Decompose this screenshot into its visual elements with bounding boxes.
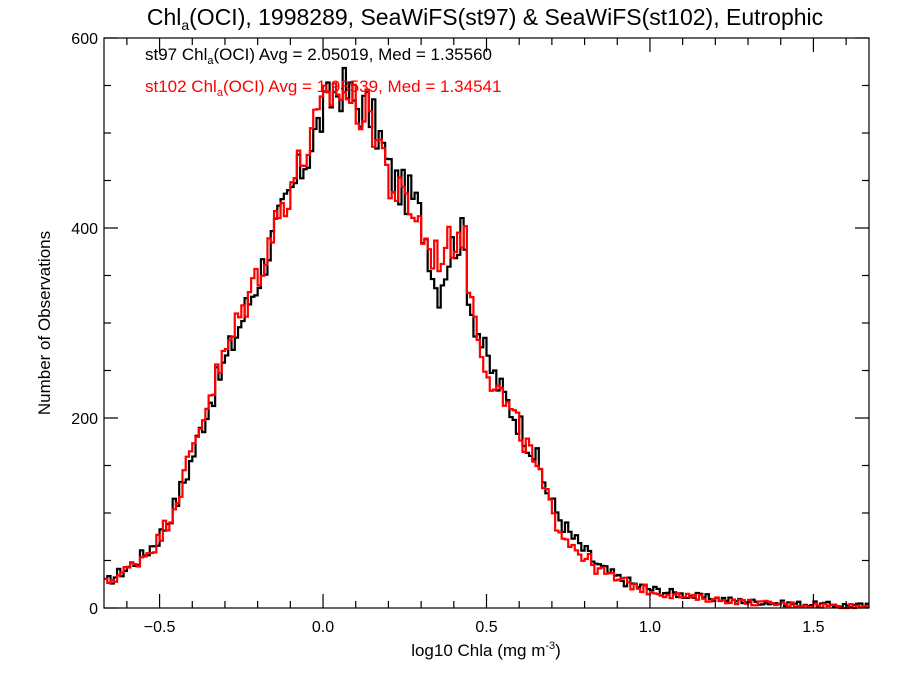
y-tick-label: 600 <box>71 31 98 48</box>
x-tick-label: 1.5 <box>802 619 824 636</box>
y-tick-label: 200 <box>71 411 98 428</box>
annotation-st97-sub: a <box>207 55 214 67</box>
series-group <box>104 66 869 610</box>
x-axis-label-post: ) <box>555 641 561 660</box>
x-axis-label-pre: log10 Chla (mg m <box>411 641 545 660</box>
series-line-0 <box>104 66 869 609</box>
plot-frame <box>103 37 870 609</box>
annotation-st102: st102 Chla(OCI) Avg = 1.98539, Med = 1.3… <box>145 77 501 99</box>
chart-title: Chla(OCI), 1998289, SeaWiFS(st97) & SeaW… <box>147 4 823 33</box>
annotation-st97: st97 Chla(OCI) Avg = 2.05019, Med = 1.35… <box>145 45 492 67</box>
x-axis-label-sup: -3 <box>545 640 555 652</box>
annotation-st97-post: (OCI) Avg = 2.05019, Med = 1.35560 <box>214 45 492 64</box>
chart-title-pre: Chl <box>147 4 182 30</box>
series-line-1 <box>104 82 869 610</box>
y-tick-label: 400 <box>71 221 98 238</box>
y-tick-label: 0 <box>89 601 98 618</box>
annotation-st102-pre: st102 Chl <box>145 77 217 96</box>
x-tick-label: 1.0 <box>639 619 661 636</box>
annotation-st97-pre: st97 Chl <box>145 45 207 64</box>
y-axis-label: Number of Observations <box>35 231 54 415</box>
annotation-st102-post: (OCI) Avg = 1.98539, Med = 1.34541 <box>223 77 501 96</box>
ticks-group: −0.5 0.0 0.5 1.0 1.5 0 200 400 600 <box>71 31 869 636</box>
chart-title-sub: a <box>181 17 189 33</box>
x-tick-label: 0.5 <box>475 619 497 636</box>
annotation-st102-sub: a <box>217 87 224 99</box>
chart-title-post: (OCI), 1998289, SeaWiFS(st97) & SeaWiFS(… <box>189 4 823 30</box>
x-axis-label: log10 Chla (mg m-3) <box>411 640 561 660</box>
x-tick-label: −0.5 <box>144 619 176 636</box>
x-tick-label: 0.0 <box>312 619 334 636</box>
